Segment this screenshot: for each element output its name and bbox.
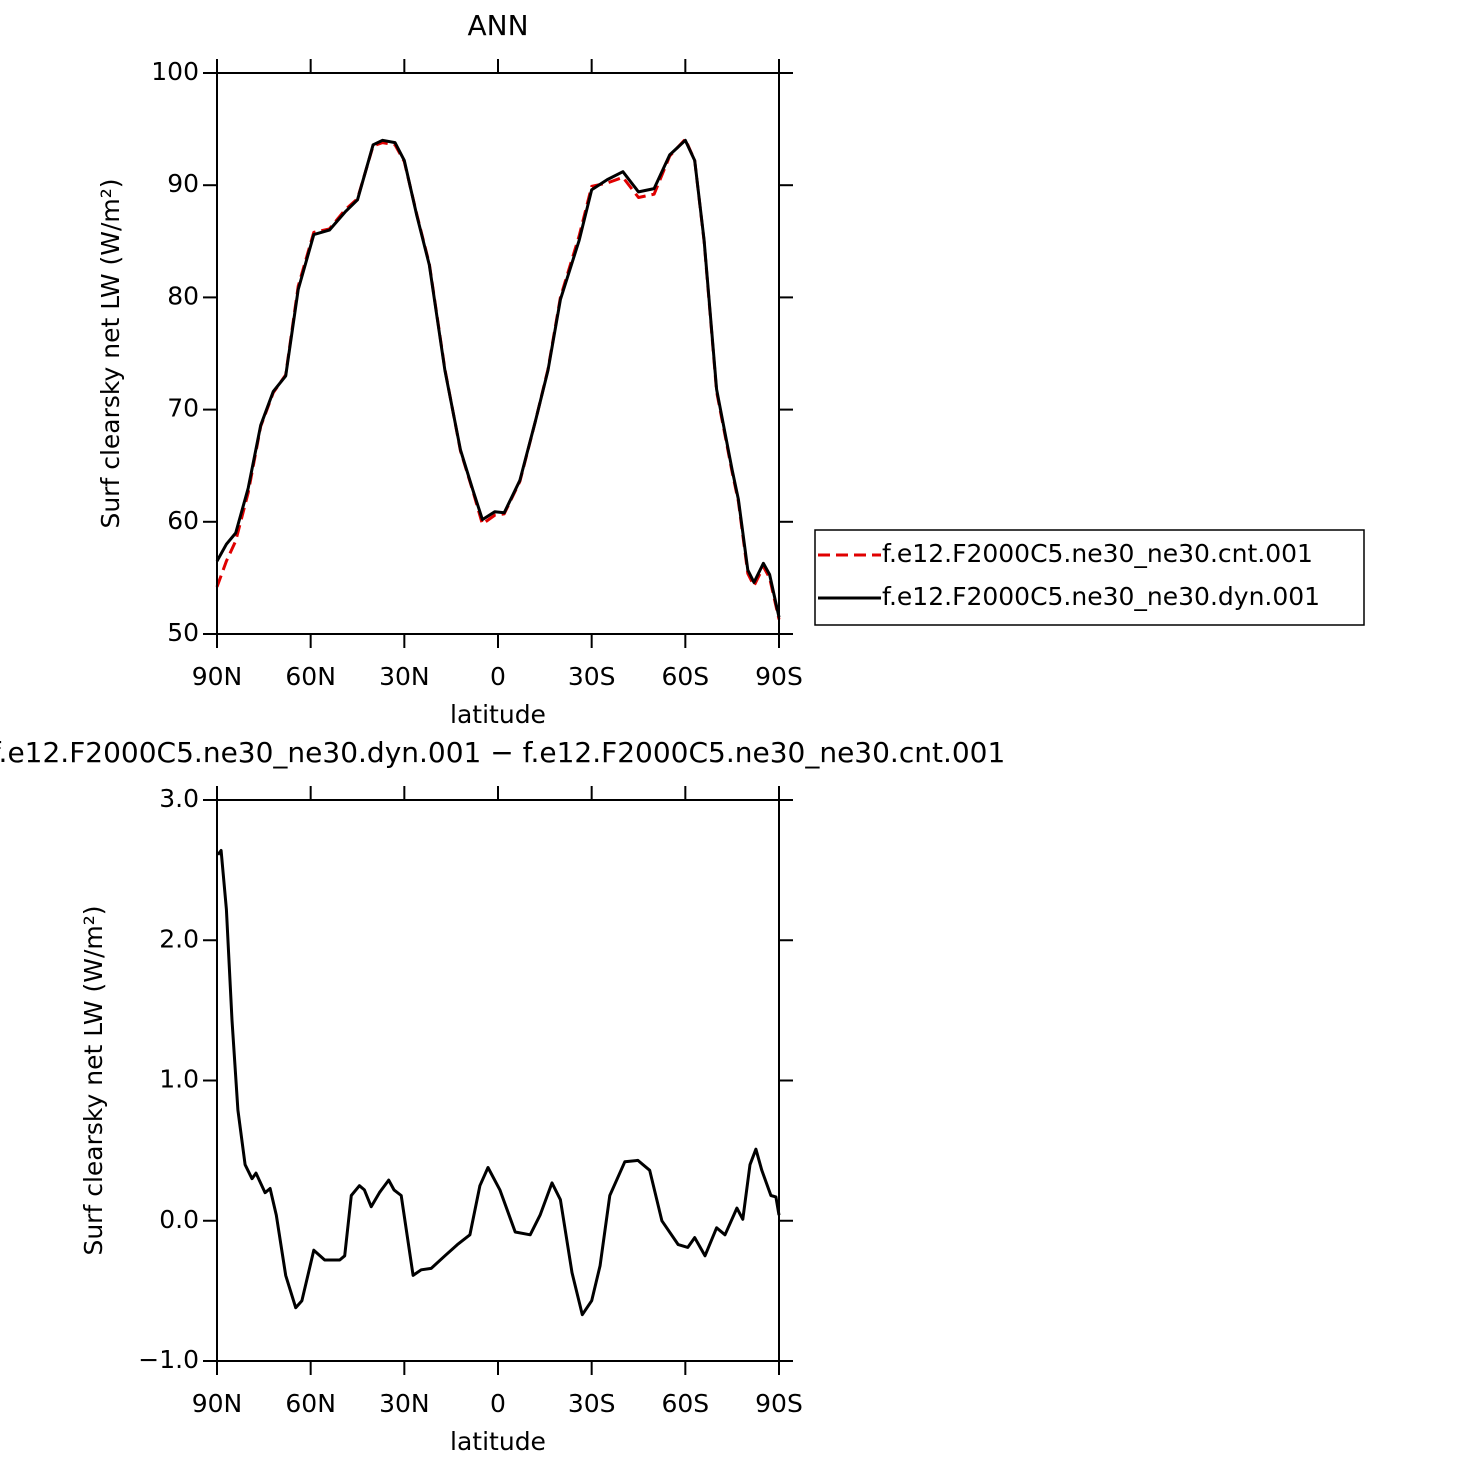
- x-tick-label: 90S: [755, 1389, 803, 1418]
- panel: ANN latitude Surf clearsky net LW (W/m²) 90…: [96, 9, 1365, 729]
- series-line: [215, 137, 781, 620]
- y-tick-label: 60: [167, 506, 199, 535]
- x-tick-label: 60N: [285, 1389, 336, 1418]
- legend-label: f.e12.F2000C5.ne30_ne30.cnt.001: [882, 539, 1313, 568]
- series-line: [216, 849, 781, 1317]
- y-tick-label: 1.0: [159, 1065, 199, 1094]
- legend: f.e12.F2000C5.ne30_ne30.cnt.001 f.e12.F20…: [814, 529, 1365, 626]
- chart-title: ANN: [467, 9, 528, 42]
- x-tick-label: 60S: [661, 1389, 709, 1418]
- y-axis-label: Surf clearsky net LW (W/m²): [96, 178, 125, 528]
- x-tick-label: 90S: [755, 662, 803, 691]
- x-tick-label: 30N: [379, 662, 430, 691]
- y-tick-label: 0.0: [159, 1205, 199, 1234]
- y-tick-label: 50: [167, 618, 199, 647]
- x-tick-label: 90N: [192, 1389, 243, 1418]
- legend-label: f.e12.F2000C5.ne30_ne30.dyn.001: [882, 582, 1320, 611]
- plot-frame: [216, 799, 780, 1362]
- legend-box: [814, 529, 1365, 626]
- x-tick-label: 60N: [285, 662, 336, 691]
- plot-frame: [216, 72, 780, 635]
- y-tick-label: 100: [151, 57, 199, 86]
- y-tick-label: 70: [167, 394, 199, 423]
- panel: f.e12.F2000C5.ne30_ne30.dyn.001 − f.e12.…: [0, 736, 1005, 1456]
- x-axis-label: latitude: [450, 1427, 546, 1456]
- series-line: [215, 138, 781, 618]
- x-axis-label: latitude: [450, 700, 546, 729]
- x-tick-label: 30N: [379, 1389, 430, 1418]
- x-tick-label: 30S: [568, 662, 616, 691]
- y-tick-label: 80: [167, 281, 199, 310]
- x-tick-label: 60S: [661, 662, 709, 691]
- x-tick-label: 0: [490, 1389, 506, 1418]
- y-tick-label: 2.0: [159, 924, 199, 953]
- y-tick-label: −1.0: [138, 1345, 199, 1374]
- x-tick-label: 0: [490, 662, 506, 691]
- chart-title: f.e12.F2000C5.ne30_ne30.dyn.001 − f.e12.…: [0, 736, 1005, 769]
- x-tick-label: 30S: [568, 1389, 616, 1418]
- y-tick-label: 3.0: [159, 784, 199, 813]
- y-tick-label: 90: [167, 169, 199, 198]
- y-axis-label: Surf clearsky net LW (W/m²): [79, 905, 108, 1255]
- x-tick-label: 90N: [192, 662, 243, 691]
